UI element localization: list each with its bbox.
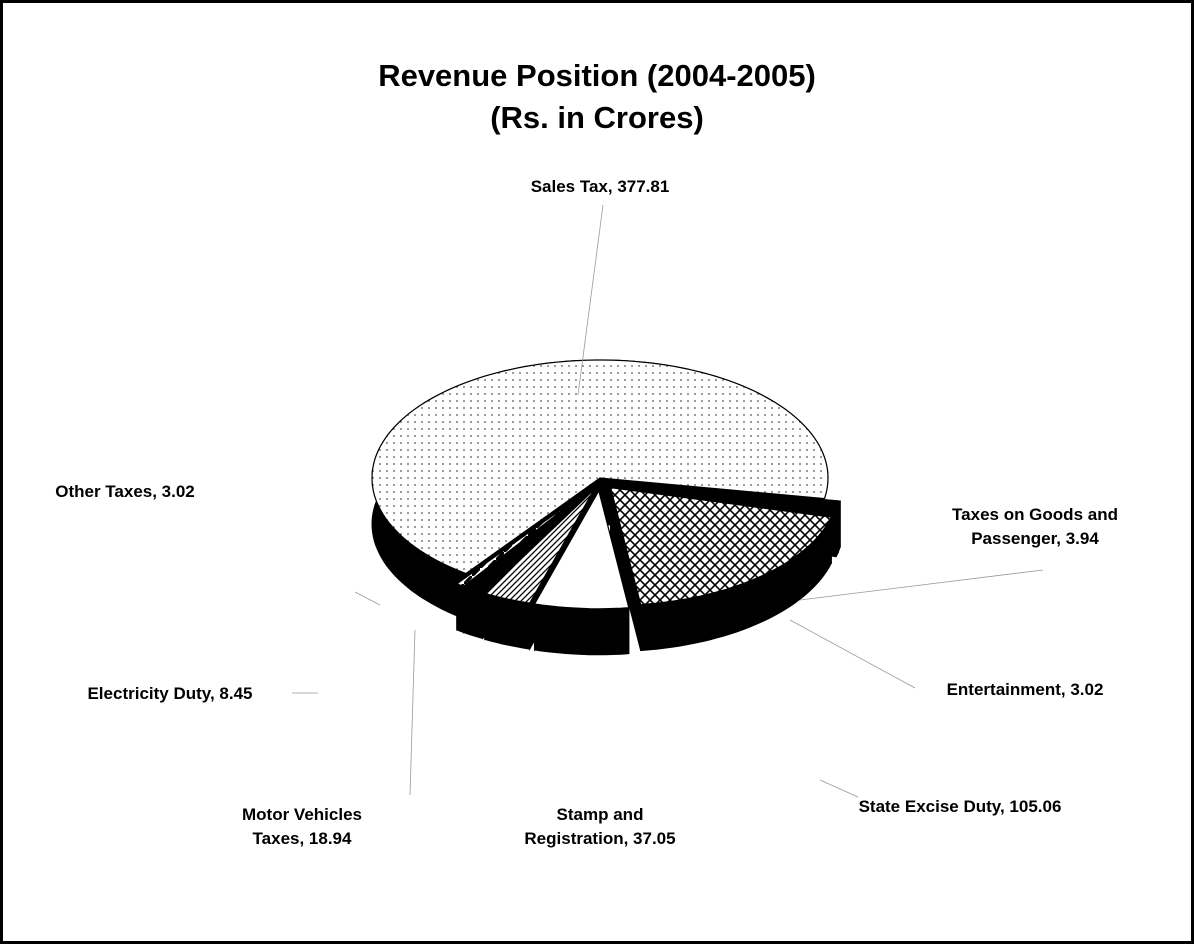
leader-line	[577, 204, 604, 396]
data-label: Other Taxes, 3.02	[55, 482, 195, 501]
leader-line	[799, 569, 1044, 601]
data-label: Motor Vehicles Taxes, 18.94	[242, 805, 362, 848]
data-label: Taxes on Goods and Passenger, 3.94	[952, 505, 1118, 548]
slice-side	[463, 585, 484, 640]
data-label: Stamp and Registration, 37.05	[524, 805, 676, 848]
leader-line	[819, 779, 859, 798]
leader-line	[409, 629, 416, 796]
chart-title: Revenue Position (2004-2005)	[378, 58, 816, 93]
slice-top	[609, 486, 833, 606]
slice-side	[534, 603, 630, 656]
chart-subtitle: (Rs. in Crores)	[490, 100, 704, 135]
slice-side	[835, 506, 839, 557]
data-label: Sales Tax, 377.81	[530, 177, 670, 196]
slice-top	[455, 488, 592, 587]
slice-side	[456, 583, 464, 634]
data-label: Electricity Duty, 8.45	[87, 684, 253, 703]
slice-top	[371, 359, 829, 575]
data-label: State Excise Duty, 105.06	[858, 797, 1062, 816]
leader-line	[354, 591, 381, 606]
slice-top	[462, 488, 593, 594]
slice-top	[533, 489, 630, 610]
slice-top	[483, 489, 595, 604]
data-label: Entertainment, 3.02	[946, 680, 1104, 699]
slice-top	[615, 480, 840, 512]
leader-line	[789, 619, 916, 689]
